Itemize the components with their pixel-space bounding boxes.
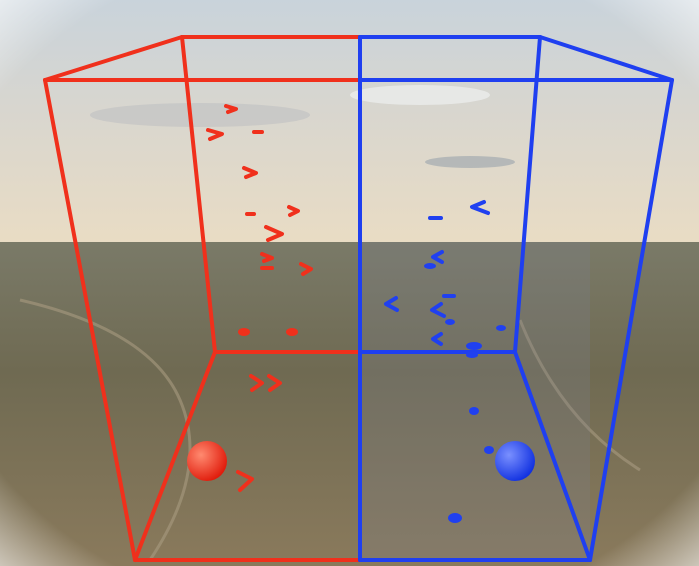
red-sphere bbox=[187, 441, 227, 481]
blue-markers bbox=[384, 200, 535, 523]
red-markers bbox=[187, 104, 313, 492]
blue-box bbox=[358, 35, 674, 562]
red-box bbox=[43, 35, 362, 562]
blue-sphere bbox=[495, 441, 535, 481]
